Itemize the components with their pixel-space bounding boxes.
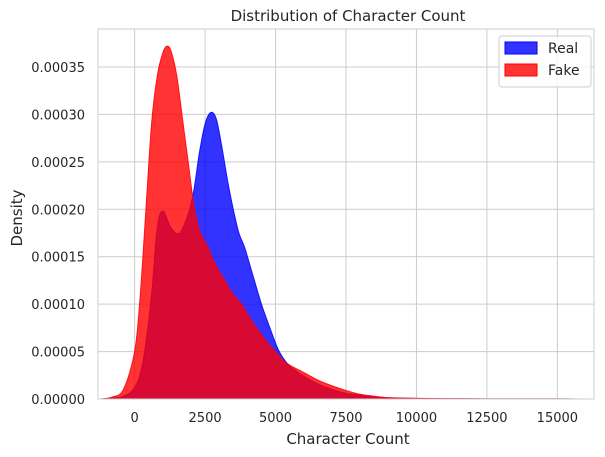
legend-label-fake: Fake <box>548 63 580 79</box>
series-areas <box>100 45 580 400</box>
y-tick-label: 0.00030 <box>31 108 85 123</box>
y-tick-label: 0.00015 <box>31 251 85 266</box>
y-tick-labels: 0.00000 0.00005 0.00010 0.00015 0.00020 0.000… <box>31 61 85 408</box>
x-tick-label: 10000 <box>396 411 437 426</box>
x-tick-label: 15000 <box>537 411 578 426</box>
legend: Real Fake <box>498 35 592 88</box>
plot-frame <box>97 28 595 400</box>
y-tick-label: 0.00010 <box>31 298 85 313</box>
area-fake <box>100 46 580 399</box>
x-axis-label: Character Count <box>286 430 409 448</box>
line-fake <box>100 45 580 400</box>
legend-swatch-fake <box>504 63 538 77</box>
y-tick-label: 0.00035 <box>31 61 85 76</box>
x-tick-label: 12500 <box>466 411 507 426</box>
x-tick-label: 5000 <box>259 411 292 426</box>
chart-title: Distribution of Character Count <box>231 7 466 25</box>
y-tick-label: 0.00025 <box>31 156 85 171</box>
y-tick-label: 0.00005 <box>31 346 85 361</box>
x-tick-label: 7500 <box>329 411 362 426</box>
y-tick-label: 0.00000 <box>31 393 85 408</box>
x-tick-labels: 0 2500 5000 7500 10000 12500 15000 <box>130 411 578 426</box>
x-tick-label: 2500 <box>189 411 222 426</box>
legend-swatch-real <box>504 41 538 55</box>
x-tick-label: 0 <box>130 411 138 426</box>
legend-label-real: Real <box>548 41 578 57</box>
y-axis-label: Density <box>8 189 26 246</box>
y-tick-label: 0.00020 <box>31 203 85 218</box>
